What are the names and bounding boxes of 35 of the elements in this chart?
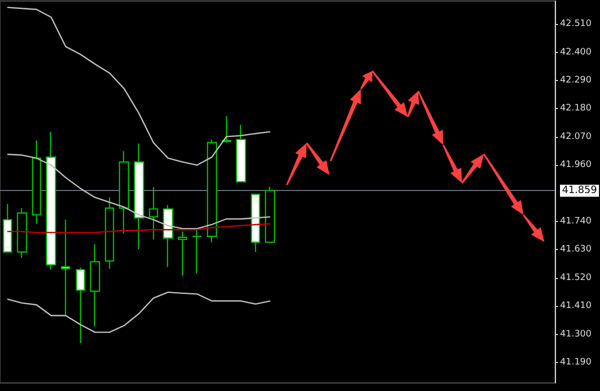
line-series <box>6 154 271 230</box>
candlestick <box>46 131 56 270</box>
ref-line-label: 41.859 <box>562 185 597 196</box>
y-tick-label: 42.290 <box>560 75 592 86</box>
candlestick <box>236 124 246 182</box>
candlestick <box>148 186 158 240</box>
y-tick-label: 41.740 <box>560 216 592 226</box>
candlestick <box>206 138 218 243</box>
candlestick <box>90 244 100 327</box>
candlestick <box>16 208 28 258</box>
y-tick-label: 42.510 <box>560 19 592 30</box>
y-tick-label: 41.410 <box>560 301 592 312</box>
y-tick-label: 41.190 <box>560 357 592 368</box>
candlestick <box>76 267 86 344</box>
line-series <box>6 292 271 333</box>
candlestick <box>264 186 276 243</box>
y-tick-label: 42.400 <box>560 47 592 58</box>
y-tick-label: 41.960 <box>560 160 592 170</box>
line-series <box>6 223 271 234</box>
y-tick-label: 41.630 <box>560 244 592 255</box>
y-tick-label: 42.180 <box>560 104 592 114</box>
y-tick-label: 41.520 <box>560 272 592 283</box>
candlestick <box>118 150 130 234</box>
candlestick <box>250 194 260 253</box>
candlestick <box>2 203 12 253</box>
line-series <box>6 6 271 166</box>
candlestick <box>32 140 42 224</box>
y-tick-label: 42.070 <box>560 132 592 142</box>
candlestick <box>60 219 70 316</box>
candlestick <box>192 229 202 274</box>
y-tick-label: 41.300 <box>560 329 592 340</box>
candlestick <box>178 230 188 276</box>
candlestick <box>134 142 144 250</box>
candlestick <box>222 116 232 144</box>
candlestick <box>104 196 114 270</box>
